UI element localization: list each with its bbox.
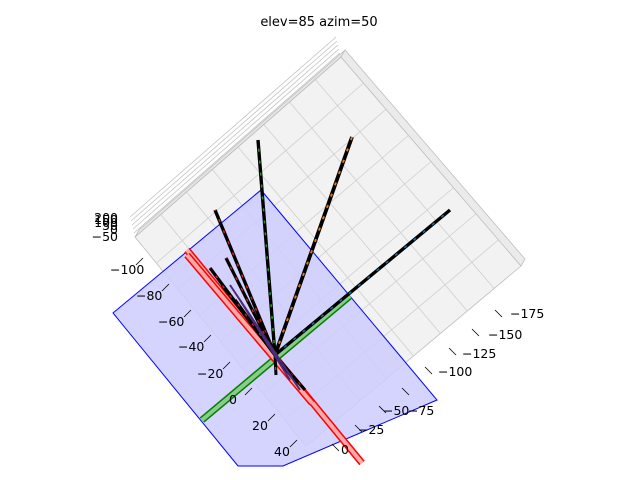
x-tick-mark (448, 347, 457, 356)
z-tick-label: −50 (92, 229, 118, 244)
series-layer (208, 136, 452, 392)
tick-layer: −175−150−125−100−75−50−250−100−80−60−40−… (92, 210, 545, 459)
z-gridline (129, 36, 337, 218)
series-line-10 (273, 354, 278, 376)
x-tick-mark (471, 328, 480, 337)
y-tick-mark (203, 334, 212, 343)
x-tick-label: −125 (462, 346, 496, 361)
x-tick-label: 0 (341, 442, 349, 457)
x-tick-label: −150 (488, 327, 522, 342)
series-cluster (239, 299, 291, 381)
z-tick-label: 150 (94, 212, 118, 227)
series-dash-1 (274, 136, 353, 356)
z-tick-label: 50 (102, 218, 118, 233)
z-tick-label: 200 (94, 210, 118, 225)
y-tick-label: 40 (274, 444, 290, 459)
y-tick-label: 20 (252, 418, 268, 433)
gridline (263, 124, 441, 334)
y-tick-label: −40 (178, 339, 204, 354)
z-gridline (131, 44, 339, 226)
y-tick-label: −60 (158, 314, 184, 329)
y-tick-label: −100 (110, 262, 144, 277)
series-dash-3 (214, 209, 276, 356)
y-tick-mark (161, 283, 170, 292)
x-tick-mark (401, 387, 410, 396)
series-dash-8 (274, 354, 306, 391)
y-tick-label: 0 (229, 392, 237, 407)
z-gridline (132, 48, 340, 230)
gridline (289, 101, 468, 312)
z-gridline (134, 56, 342, 238)
x-tick-mark (494, 309, 503, 318)
chart-title: elev=85 azim=50 (260, 15, 377, 30)
y-tick-label: −80 (136, 288, 162, 303)
y-tick-mark (289, 439, 298, 448)
x-tick-mark (378, 405, 387, 414)
y-tick-mark (244, 387, 253, 396)
x-tick-label: −50 (383, 403, 409, 418)
z-gridline (130, 40, 338, 222)
z-tick-label: 0 (110, 222, 118, 237)
y-tick-label: −20 (197, 366, 223, 381)
x-tick-mark (354, 424, 363, 433)
z-tick-label: 100 (94, 215, 118, 230)
z-gridline (133, 52, 341, 234)
y-tick-mark (267, 413, 276, 422)
y-tick-mark (135, 257, 144, 266)
x-tick-label: −175 (510, 306, 544, 321)
y-tick-mark (222, 361, 231, 370)
x-tick-label: −75 (408, 403, 434, 418)
gridline (314, 79, 495, 289)
x-tick-label: −25 (358, 422, 384, 437)
pane-side-right (340, 49, 526, 267)
y-tick-mark (183, 309, 192, 318)
x-tick-mark (331, 443, 340, 452)
x-tick-mark (424, 366, 433, 375)
x-tick-label: −100 (438, 364, 472, 379)
series-dash-0 (274, 209, 451, 356)
series-line-2 (256, 139, 277, 356)
